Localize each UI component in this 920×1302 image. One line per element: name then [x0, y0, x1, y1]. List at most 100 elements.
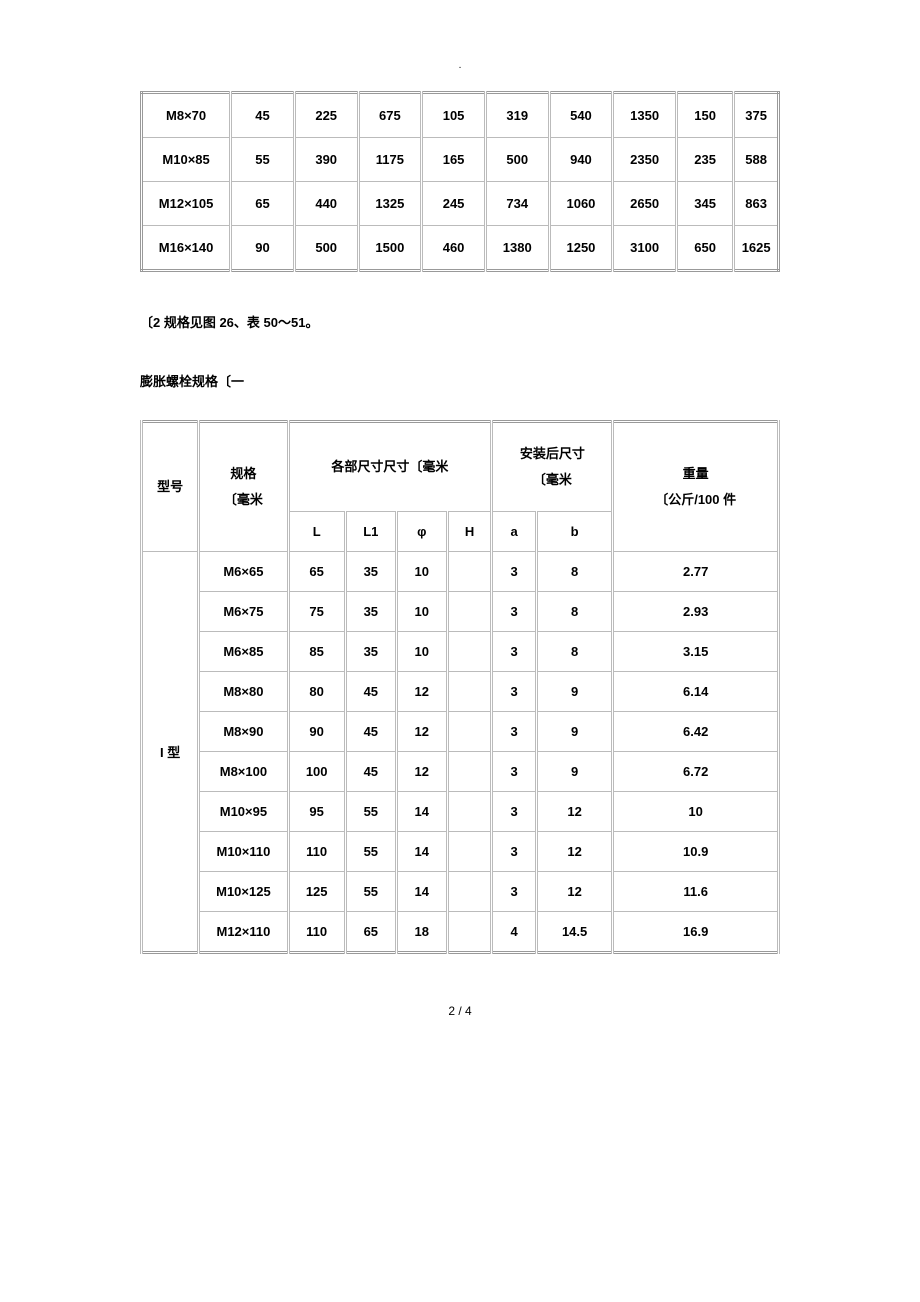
table-cell: 245 [422, 182, 486, 226]
table-cell: M8×100 [199, 752, 288, 792]
table-cell: M10×95 [199, 792, 288, 832]
table-cell [447, 912, 492, 953]
table-cell: 1060 [549, 182, 613, 226]
section-title: 膨胀螺栓规格〔一 [140, 371, 780, 390]
th-H: H [447, 512, 492, 552]
table-cell: 10.9 [613, 832, 779, 872]
table-cell: 8 [536, 592, 612, 632]
table-cell: M6×75 [199, 592, 288, 632]
table-row: M12×10565440132524573410602650345863 [142, 182, 779, 226]
table-spec: 型号 规格〔毫米 各部尺寸尺寸〔毫米 安装后尺寸〔毫米 重量〔公斤/100 件 … [140, 420, 780, 954]
table-cell: 2.77 [613, 552, 779, 592]
table-cell: 319 [485, 93, 549, 138]
table-cell: 35 [345, 632, 396, 672]
table-row: M6×75753510382.93 [142, 592, 779, 632]
table-cell: 3 [492, 752, 537, 792]
table-cell: M8×80 [199, 672, 288, 712]
th-install-group: 安装后尺寸〔毫米 [492, 422, 613, 512]
table-top: M8×70452256751053195401350150375M10×8555… [140, 91, 780, 272]
table-cell: 460 [422, 226, 486, 271]
table-cell: 35 [345, 552, 396, 592]
table-cell: 12 [536, 792, 612, 832]
table-cell: M6×65 [199, 552, 288, 592]
table-cell: 2350 [613, 138, 677, 182]
table-cell: 65 [231, 182, 295, 226]
middle-note: 〔2 规格见图 26、表 50～51。 [140, 312, 780, 331]
table-cell [447, 752, 492, 792]
table-row: M10×9595551431210 [142, 792, 779, 832]
table-cell: 95 [288, 792, 345, 832]
table-cell: 12 [536, 872, 612, 912]
th-weight: 重量〔公斤/100 件 [613, 422, 779, 552]
table-cell: 9 [536, 752, 612, 792]
table-cell: 65 [345, 912, 396, 953]
table-cell: 45 [345, 712, 396, 752]
table-cell: 165 [422, 138, 486, 182]
table-cell [447, 712, 492, 752]
table-cell: 1250 [549, 226, 613, 271]
table-cell: 540 [549, 93, 613, 138]
table-cell: 588 [734, 138, 779, 182]
table-cell: 500 [485, 138, 549, 182]
table-cell: 675 [358, 93, 422, 138]
table-cell: 3.15 [613, 632, 779, 672]
table-cell: 12 [396, 672, 447, 712]
table-cell: 10 [613, 792, 779, 832]
th-phi: φ [396, 512, 447, 552]
table-row: M10×125125551431211.6 [142, 872, 779, 912]
table-cell: 16.9 [613, 912, 779, 953]
table-cell: 10 [396, 592, 447, 632]
table-cell [447, 792, 492, 832]
table-cell: M10×85 [142, 138, 231, 182]
table-cell: 3 [492, 632, 537, 672]
page-number: 2 / 4 [140, 1004, 780, 1018]
table-cell: 110 [288, 912, 345, 953]
table-cell: 100 [288, 752, 345, 792]
th-b: b [536, 512, 612, 552]
table-cell: M8×90 [199, 712, 288, 752]
table-cell: 45 [345, 752, 396, 792]
table-cell: 80 [288, 672, 345, 712]
table-cell: 345 [676, 182, 733, 226]
table-cell: 3 [492, 712, 537, 752]
table-cell: 14 [396, 832, 447, 872]
table-cell [447, 632, 492, 672]
table-cell: M6×85 [199, 632, 288, 672]
table-cell [447, 872, 492, 912]
table-cell: 75 [288, 592, 345, 632]
table-cell: 85 [288, 632, 345, 672]
table-cell: 45 [231, 93, 295, 138]
table-cell: 45 [345, 672, 396, 712]
table-cell: 55 [345, 872, 396, 912]
table-cell: 12 [396, 752, 447, 792]
table-cell: 18 [396, 912, 447, 953]
table-cell: 3 [492, 592, 537, 632]
table-cell: 9 [536, 672, 612, 712]
table-cell [447, 592, 492, 632]
table-cell: M8×70 [142, 93, 231, 138]
table-cell: 10 [396, 632, 447, 672]
table-cell: M12×105 [142, 182, 231, 226]
table-cell: 10 [396, 552, 447, 592]
table-cell: 90 [288, 712, 345, 752]
table-cell: 3 [492, 872, 537, 912]
table-cell: 35 [345, 592, 396, 632]
table-cell: 6.72 [613, 752, 779, 792]
table-cell [447, 672, 492, 712]
th-L1: L1 [345, 512, 396, 552]
table-cell: 440 [294, 182, 358, 226]
table-cell: 235 [676, 138, 733, 182]
table-cell: 11.6 [613, 872, 779, 912]
table-cell: 390 [294, 138, 358, 182]
table-cell: 8 [536, 632, 612, 672]
table-cell: 55 [231, 138, 295, 182]
table-cell: 55 [345, 792, 396, 832]
table-cell: 65 [288, 552, 345, 592]
table-row: M8×1001004512 396.72 [142, 752, 779, 792]
table-cell: M10×125 [199, 872, 288, 912]
table-cell: 3100 [613, 226, 677, 271]
table-cell: 9 [536, 712, 612, 752]
table-cell: 375 [734, 93, 779, 138]
page-dot: . [140, 60, 780, 71]
table-cell: M16×140 [142, 226, 231, 271]
